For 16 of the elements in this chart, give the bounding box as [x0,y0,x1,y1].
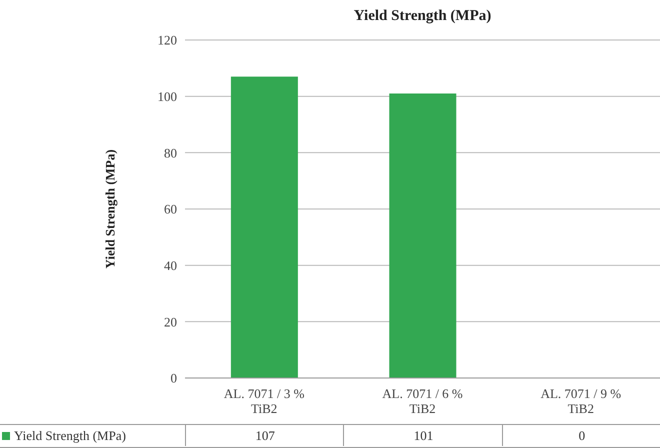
y-tick-label: 120 [158,32,177,48]
y-tick-label: 80 [164,145,177,160]
x-tick-label: AL. 7071 / 3 % TiB2 [224,386,305,416]
chart-title: Yield Strength (MPa) [352,8,492,25]
data-label: 101 [343,425,503,446]
y-tick-label: 20 [164,314,177,330]
x-tick-label: AL. 7071 / 9 % TiB2 [540,386,622,416]
y-axis-title: Yield Strength (MPa) [102,149,118,269]
data-label: 107 [185,425,344,446]
y-tick-label: 0 [170,370,177,386]
y-tick-label: 60 [164,202,177,217]
y-tick-label: 40 [164,258,177,273]
y-tick-label: 100 [158,88,177,104]
data-label: 0 [502,425,660,446]
legend-label: Yield Strength (MPa) [14,428,126,444]
x-tick-label: AL. 7071 / 6 % TiB2 [382,386,463,416]
